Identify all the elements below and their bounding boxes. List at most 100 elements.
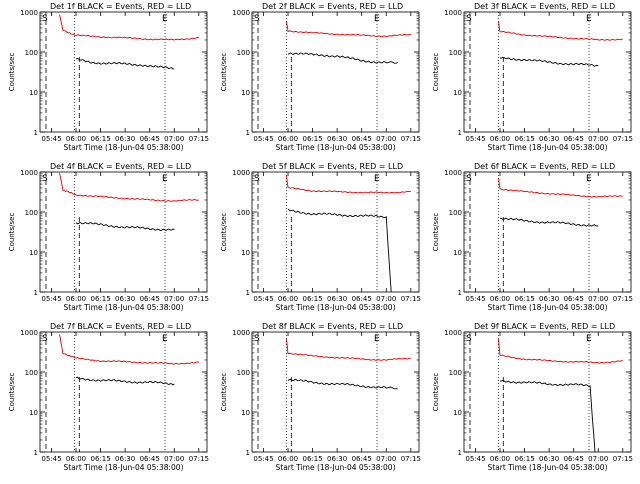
lld-series-line bbox=[497, 20, 623, 41]
axes-frame bbox=[39, 11, 208, 133]
end-marker-label: E bbox=[374, 14, 380, 24]
x-tick-label: 06:15 bbox=[90, 455, 110, 463]
y-tick-label: 10 bbox=[241, 89, 250, 97]
x-tick-label: 06:45 bbox=[564, 135, 584, 143]
panel-title: Det 8f BLACK = Events, RED = LLD bbox=[262, 322, 403, 331]
x-tick-label: 05:45 bbox=[253, 455, 273, 463]
y-tick-label: 1 bbox=[458, 289, 462, 297]
events-series-line bbox=[75, 57, 175, 70]
events-series-line bbox=[287, 52, 398, 64]
y-tick-label: 10 bbox=[29, 89, 38, 97]
y-axis-label: Counts/sec bbox=[8, 53, 16, 92]
x-tick-label: 06:30 bbox=[115, 455, 135, 463]
detector-panel: Det 8f BLACK = Events, RED = LLD 1 10 100 10… bbox=[220, 322, 421, 472]
start-marker-label: S bbox=[254, 14, 260, 24]
end-marker-label: E bbox=[374, 174, 380, 184]
start-marker-label: S bbox=[254, 174, 260, 184]
x-axis-label: Start Time (18-Jun-04 05:38:00) bbox=[276, 463, 396, 472]
y-tick-label: 1 bbox=[458, 449, 462, 457]
x-axis-label: Start Time (18-Jun-04 05:38:00) bbox=[64, 463, 184, 472]
end-marker-label: E bbox=[162, 334, 168, 344]
y-tick-label: 100 bbox=[25, 369, 38, 377]
x-tick-label: 05:45 bbox=[253, 295, 273, 303]
start-marker-label: S bbox=[466, 334, 472, 344]
x-tick-label: 07:15 bbox=[401, 135, 421, 143]
x-tick-label: 05:45 bbox=[41, 295, 61, 303]
y-axis-label: Counts/sec bbox=[432, 213, 440, 252]
panel-title: Det 1f BLACK = Events, RED = LLD bbox=[50, 2, 191, 11]
x-tick-label: 06:15 bbox=[90, 135, 110, 143]
x-tick-label: 06:30 bbox=[115, 295, 135, 303]
x-tick-label: 06:15 bbox=[90, 295, 110, 303]
events-series-line bbox=[499, 56, 599, 67]
lld-series-line bbox=[59, 14, 199, 41]
end-marker-label: E bbox=[162, 14, 168, 24]
panel-title: Det 9f BLACK = Events, RED = LLD bbox=[474, 322, 615, 331]
y-tick-label: 1000 bbox=[232, 9, 250, 17]
x-tick-label: 07:15 bbox=[189, 135, 209, 143]
y-tick-label: 100 bbox=[449, 49, 462, 57]
end-marker-label: E bbox=[374, 334, 380, 344]
detector-panel: Det 9f BLACK = Events, RED = LLD 1 10 100 10… bbox=[432, 322, 633, 472]
x-tick-label: 06:45 bbox=[352, 135, 372, 143]
x-tick-label: 07:15 bbox=[189, 455, 209, 463]
x-tick-label: 06:00 bbox=[278, 135, 298, 143]
x-tick-label: 07:00 bbox=[588, 135, 608, 143]
x-tick-label: 05:45 bbox=[465, 295, 485, 303]
events-series-line bbox=[287, 208, 392, 293]
x-tick-label: 06:00 bbox=[490, 455, 510, 463]
x-tick-label: 07:15 bbox=[613, 455, 633, 463]
start-marker-label: S bbox=[254, 334, 260, 344]
y-axis-label: Counts/sec bbox=[8, 213, 16, 252]
start-marker-label: S bbox=[42, 14, 48, 24]
detector-panel: Det 7f BLACK = Events, RED = LLD 1 10 100 10… bbox=[8, 322, 209, 472]
y-tick-label: 100 bbox=[25, 209, 38, 217]
x-tick-label: 07:00 bbox=[164, 295, 184, 303]
y-tick-label: 1000 bbox=[20, 169, 38, 177]
x-tick-label: 07:00 bbox=[376, 295, 396, 303]
y-axis-label: Counts/sec bbox=[432, 53, 440, 92]
y-tick-label: 1000 bbox=[232, 329, 250, 337]
x-tick-label: 05:45 bbox=[41, 135, 61, 143]
y-tick-label: 100 bbox=[449, 369, 462, 377]
x-tick-label: 07:00 bbox=[164, 455, 184, 463]
x-tick-label: 07:00 bbox=[376, 455, 396, 463]
x-tick-label: 06:30 bbox=[115, 135, 135, 143]
x-tick-label: 06:00 bbox=[490, 135, 510, 143]
lld-series-line bbox=[285, 175, 411, 194]
lld-series-line bbox=[497, 338, 623, 364]
x-tick-label: 06:45 bbox=[352, 295, 372, 303]
y-tick-label: 1 bbox=[246, 289, 250, 297]
x-tick-label: 06:30 bbox=[327, 295, 347, 303]
panel-title: Det 5f BLACK = Events, RED = LLD bbox=[262, 162, 403, 171]
lld-series-line bbox=[497, 178, 623, 198]
y-tick-label: 1 bbox=[246, 129, 250, 137]
x-tick-label: 05:45 bbox=[253, 135, 273, 143]
axes-frame bbox=[39, 331, 208, 453]
axes-frame bbox=[463, 331, 632, 453]
y-tick-label: 1 bbox=[34, 289, 38, 297]
x-axis-label: Start Time (18-Jun-04 05:38:00) bbox=[64, 303, 184, 312]
axes-frame bbox=[251, 11, 420, 133]
x-tick-label: 07:15 bbox=[613, 295, 633, 303]
x-tick-label: 06:00 bbox=[66, 455, 86, 463]
y-tick-label: 1 bbox=[34, 449, 38, 457]
x-tick-label: 07:00 bbox=[588, 455, 608, 463]
panel-title: Det 7f BLACK = Events, RED = LLD bbox=[50, 322, 191, 331]
y-tick-label: 1000 bbox=[444, 169, 462, 177]
x-tick-label: 06:30 bbox=[539, 295, 559, 303]
end-marker-label: E bbox=[586, 334, 592, 344]
start-marker-label: S bbox=[466, 174, 472, 184]
x-tick-label: 06:15 bbox=[302, 135, 322, 143]
x-tick-label: 06:00 bbox=[278, 295, 298, 303]
x-tick-label: 06:30 bbox=[327, 455, 347, 463]
y-tick-label: 100 bbox=[237, 369, 250, 377]
start-marker-label: S bbox=[42, 334, 48, 344]
y-tick-label: 100 bbox=[237, 209, 250, 217]
x-axis-label: Start Time (18-Jun-04 05:38:00) bbox=[488, 143, 608, 152]
x-tick-label: 06:45 bbox=[140, 455, 160, 463]
lld-series-line bbox=[285, 21, 411, 38]
x-tick-label: 06:00 bbox=[490, 295, 510, 303]
x-tick-label: 06:30 bbox=[327, 135, 347, 143]
